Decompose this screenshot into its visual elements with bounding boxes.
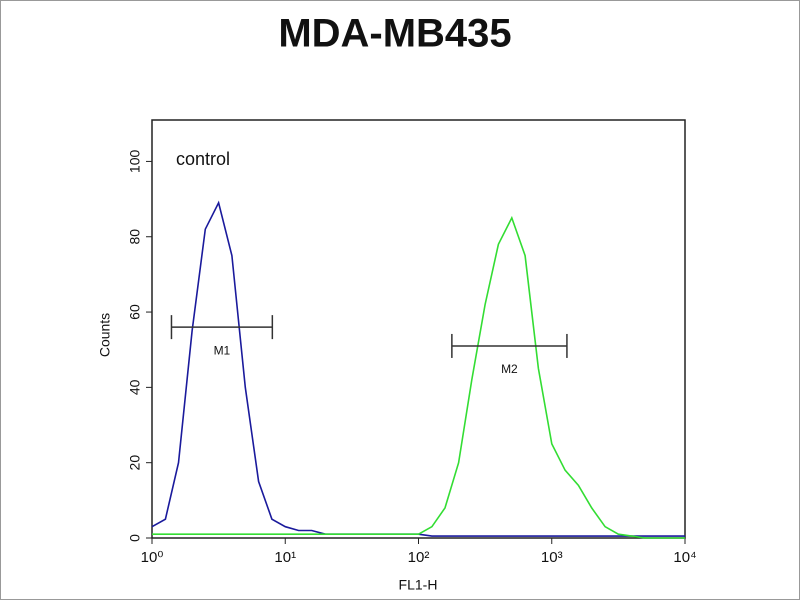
marker-label: M2 bbox=[501, 362, 518, 376]
x-tick-label: 10⁰ bbox=[141, 549, 164, 566]
x-tick-label: 10² bbox=[408, 549, 430, 566]
x-tick-label: 10¹ bbox=[274, 549, 296, 566]
marker-label: M1 bbox=[214, 343, 231, 357]
x-tick-label: 10⁴ bbox=[673, 549, 696, 566]
annotation: control bbox=[176, 149, 230, 169]
x-axis-label: FL1-H bbox=[399, 577, 438, 593]
y-tick-label: 0 bbox=[127, 534, 143, 542]
x-tick-label: 10³ bbox=[541, 549, 563, 566]
y-axis-label: Counts bbox=[97, 313, 113, 357]
y-tick-label: 20 bbox=[127, 455, 143, 471]
y-tick-label: 40 bbox=[127, 379, 143, 395]
y-tick-label: 100 bbox=[127, 150, 143, 174]
chart-title: MDA-MB435 bbox=[278, 12, 511, 56]
y-tick-label: 80 bbox=[127, 229, 143, 245]
series-line bbox=[152, 215, 685, 539]
y-tick-label: 60 bbox=[127, 304, 143, 320]
